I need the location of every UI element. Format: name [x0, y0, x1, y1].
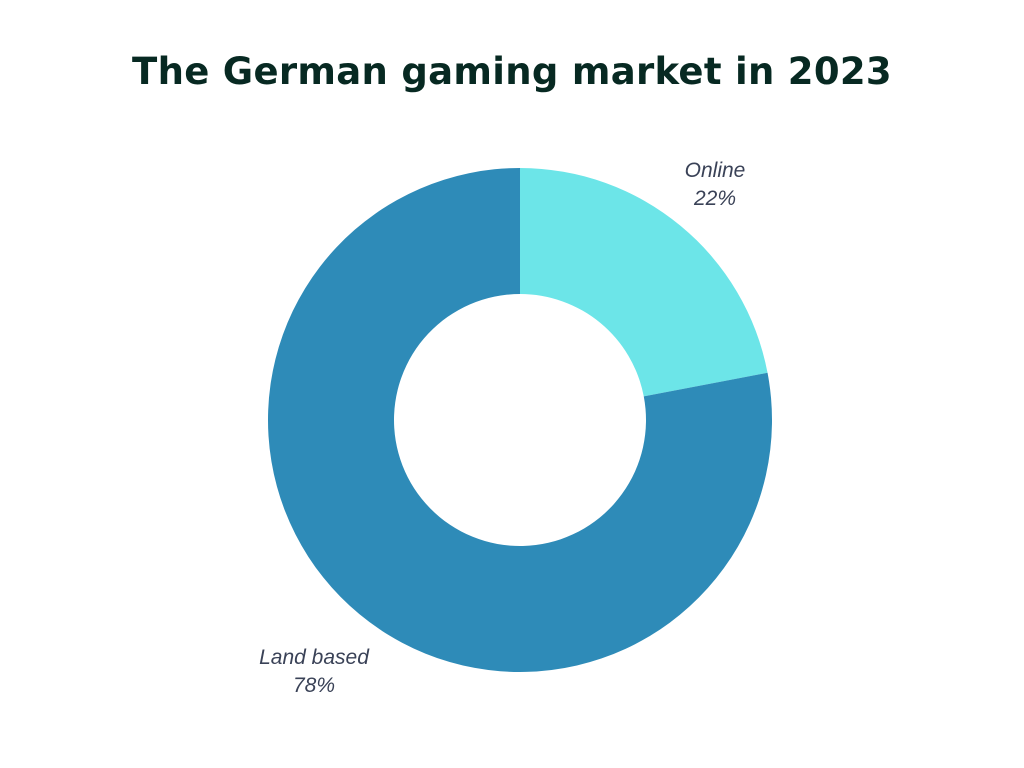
slice-label-online-value: 22% — [693, 187, 737, 210]
donut-slice-online — [520, 168, 768, 397]
slice-label-land-based: Land based 78% — [224, 644, 404, 700]
slice-label-land-based-name: Land based — [259, 646, 369, 669]
slice-label-online: Online 22% — [655, 157, 775, 213]
slice-label-land-based-value: 78% — [292, 674, 336, 697]
donut-slice-land-based — [268, 168, 772, 672]
slice-label-online-name: Online — [684, 159, 746, 182]
chart-title: The German gaming market in 2023 — [132, 50, 892, 93]
